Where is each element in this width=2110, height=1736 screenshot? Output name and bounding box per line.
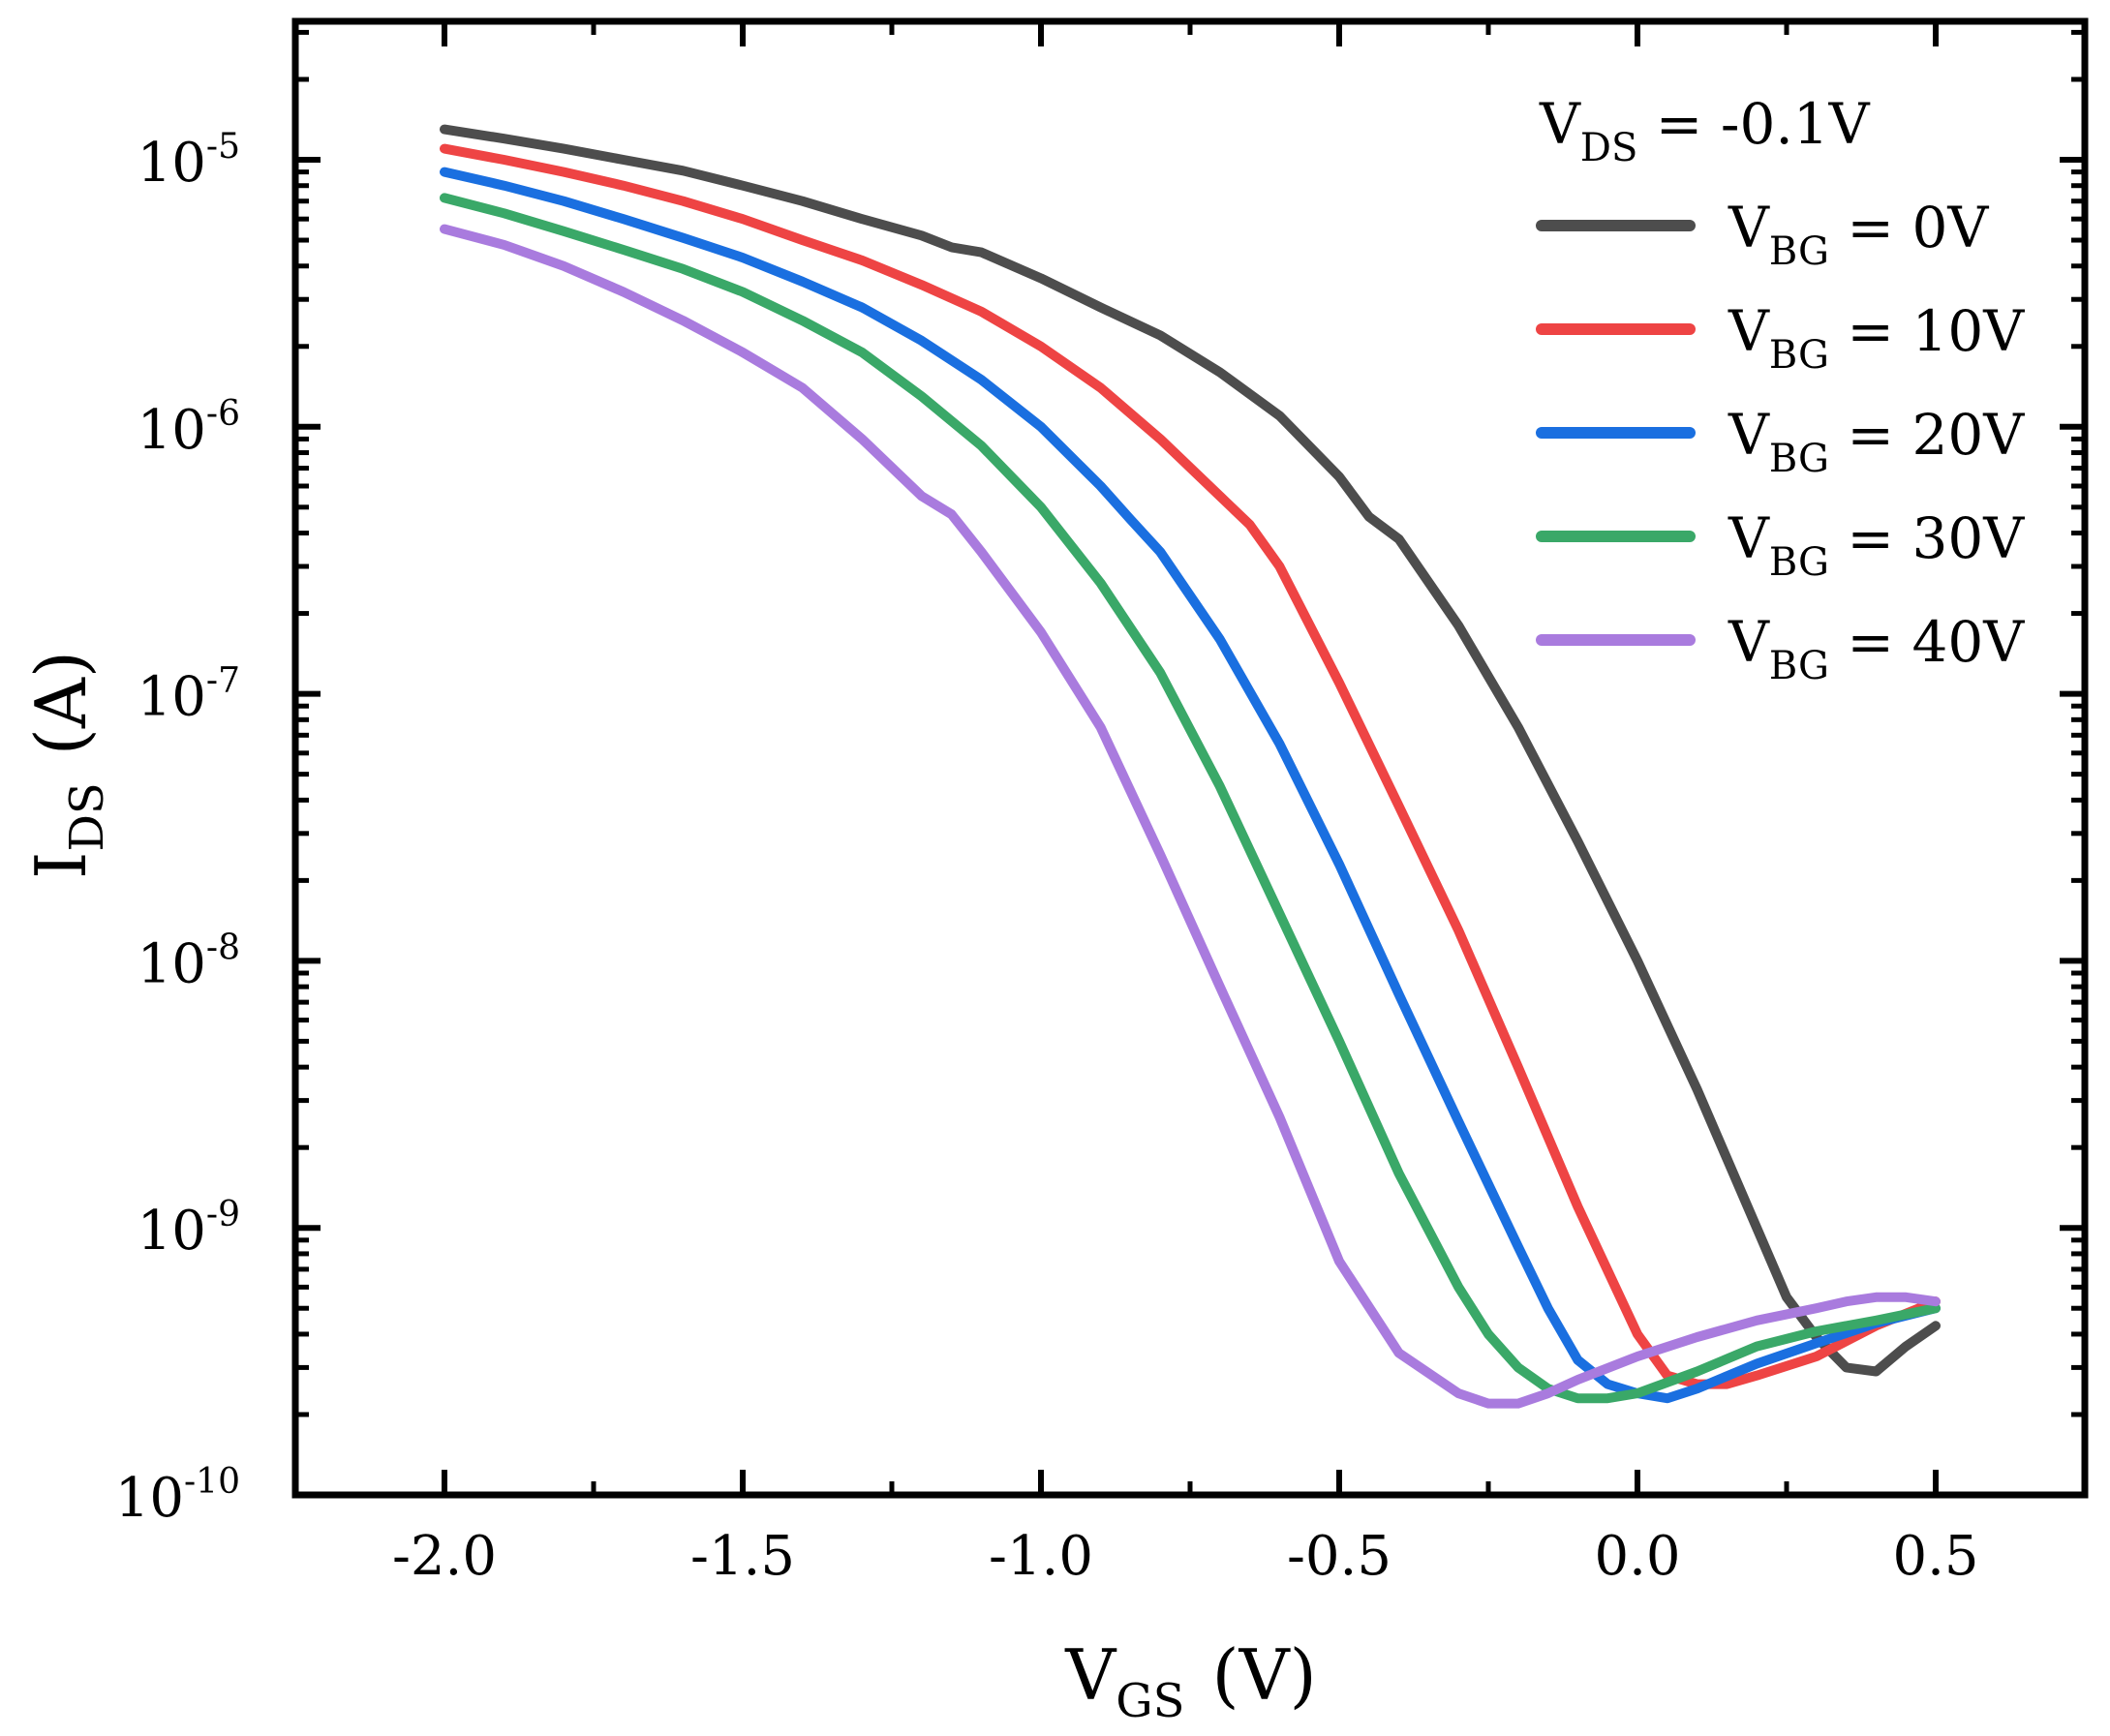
legend-title-rest: = -0.1V [1637, 91, 1870, 157]
y-tick-exponent: -6 [206, 394, 240, 434]
x-axis-title-unit: (V) [1212, 1634, 1317, 1716]
x-tick-label: -0.5 [1287, 1525, 1391, 1588]
legend-title-main: V [1539, 91, 1581, 157]
legend-label-3: VBG = 30V [1728, 505, 2025, 585]
y-axis-title-main: I [20, 852, 102, 879]
legend-title-sub: DS [1580, 126, 1637, 170]
legend-label-main: V [1728, 402, 1770, 468]
y-tick-base: 10 [138, 666, 206, 729]
legend-label-rest: = 10V [1829, 298, 2025, 364]
y-tick-exponent: -8 [206, 928, 240, 967]
x-tick-labels: -2.0 -1.5 -1.0 -0.5 0.0 0.5 [392, 1525, 1979, 1588]
legend-label-rest: = 40V [1829, 609, 2025, 675]
legend-label-sub: BG [1769, 540, 1829, 585]
plot-frame [291, 17, 2089, 1499]
series-line-3 [440, 193, 1941, 1404]
legend-label-2: VBG = 20V [1728, 402, 2025, 481]
legend-label-sub: BG [1769, 333, 1829, 378]
axis-ticks [295, 21, 2085, 1498]
y-tick-exponent: -7 [206, 661, 240, 701]
y-axis-title-unit: (A) [20, 651, 102, 755]
y-tick-exponent: -9 [206, 1195, 240, 1234]
x-axis-title: VGS (V) [1064, 1634, 1316, 1728]
y-tick-base: 10 [138, 932, 206, 995]
series-line-0 [440, 124, 1941, 1377]
series-line-2 [440, 167, 1941, 1404]
y-tick-label: 10-5 [138, 127, 240, 195]
y-tick-exponent: -5 [206, 127, 240, 167]
x-tick-label: 0.0 [1594, 1525, 1680, 1588]
series-line-4 [440, 224, 1941, 1409]
legend-label-0: VBG = 0V [1728, 195, 1989, 274]
legend-label-main: V [1728, 195, 1770, 260]
y-tick-base: 10 [115, 1467, 184, 1530]
x-tick-label: -1.5 [690, 1525, 795, 1588]
legend-label-rest: = 0V [1829, 195, 1989, 260]
x-tick-label: -2.0 [392, 1525, 497, 1588]
y-tick-label: 10-7 [138, 661, 240, 729]
y-tick-exponent: -10 [184, 1462, 240, 1502]
x-axis-title-sub: GS [1116, 1674, 1184, 1728]
legend-label-main: V [1728, 505, 1770, 571]
series-line-1 [440, 143, 1941, 1389]
y-tick-base: 10 [138, 132, 206, 195]
y-tick-label: 10-10 [115, 1462, 240, 1530]
series-layer [440, 124, 1941, 1409]
x-tick-label: -1.0 [989, 1525, 1093, 1588]
legend-title: VDS = -0.1V [1539, 91, 1871, 170]
legend-label-sub: BG [1769, 437, 1829, 481]
y-tick-label: 10-9 [138, 1195, 240, 1263]
legend-label-sub: BG [1769, 644, 1829, 688]
legend-label-1: VBG = 10V [1728, 298, 2025, 378]
legend-label-main: V [1728, 609, 1770, 675]
legend-label-rest: = 20V [1829, 402, 2025, 468]
legend-label-4: VBG = 40V [1728, 609, 2025, 688]
y-tick-base: 10 [138, 1200, 206, 1263]
y-tick-labels: 10-510-610-710-810-910-10 [115, 127, 240, 1530]
y-axis-title: IDS (A) [20, 651, 114, 879]
legend-label-main: V [1728, 298, 1770, 364]
y-tick-label: 10-8 [138, 928, 240, 995]
x-axis-title-main: V [1064, 1634, 1117, 1716]
x-tick-label: 0.5 [1892, 1525, 1978, 1588]
legend-label-rest: = 30V [1829, 505, 2025, 571]
y-axis-title-sub: DS [60, 782, 114, 851]
legend-label-sub: BG [1769, 229, 1829, 274]
y-tick-base: 10 [138, 399, 206, 462]
y-tick-label: 10-6 [138, 394, 240, 462]
